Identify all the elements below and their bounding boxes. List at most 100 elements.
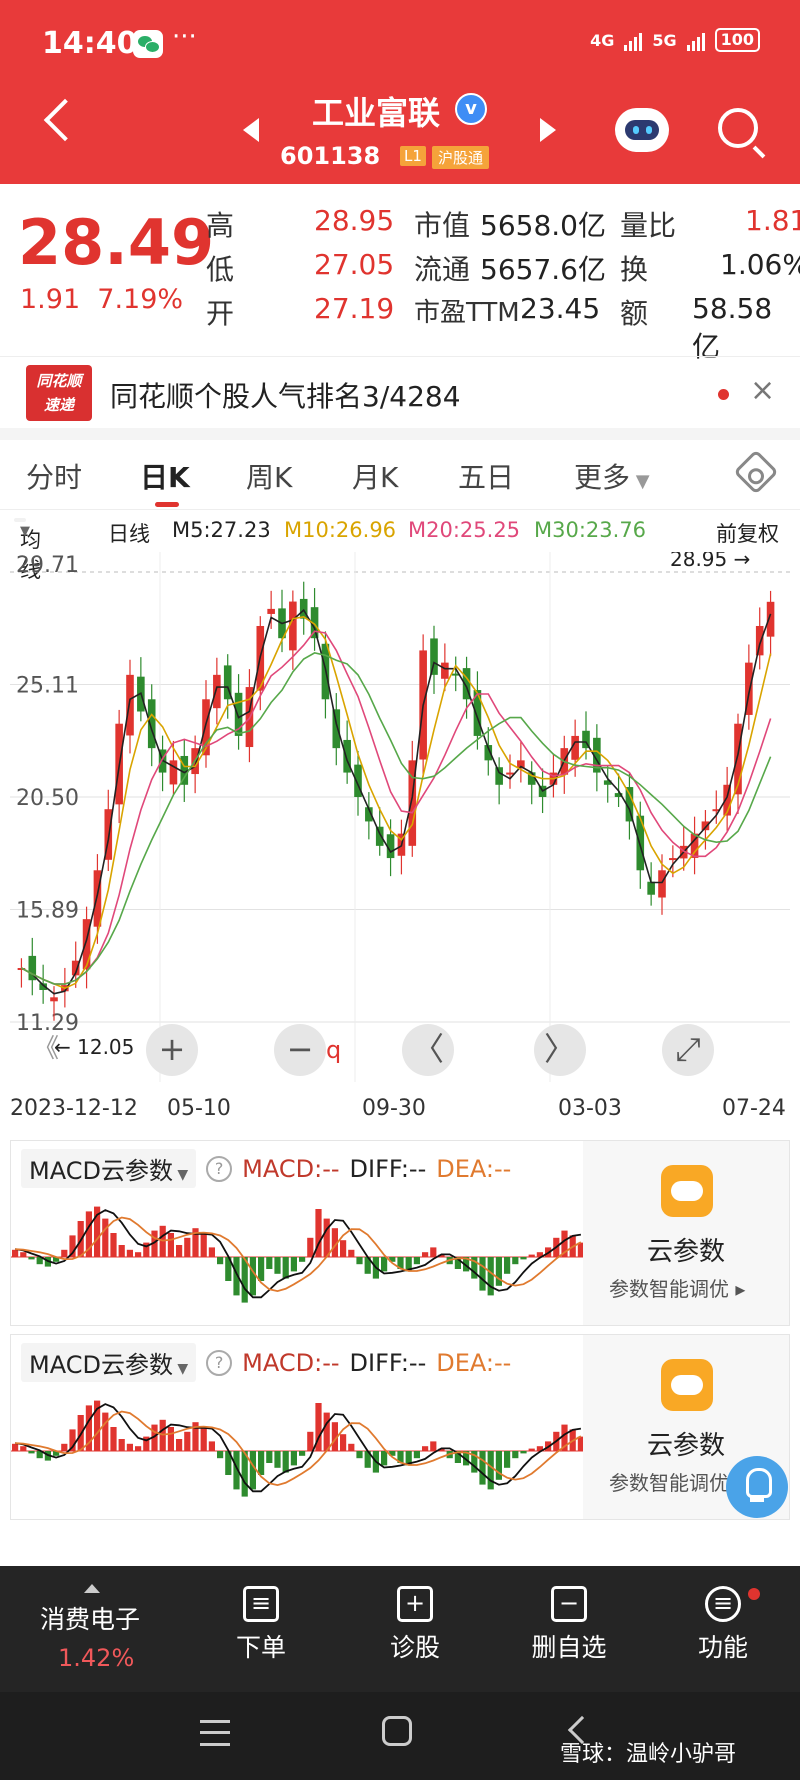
- candle-body: [755, 625, 764, 656]
- macd-bar: [12, 1249, 19, 1257]
- candle-body: [126, 674, 134, 736]
- cloud-param-card[interactable]: 云参数 参数智能调优 ▸: [583, 1141, 789, 1325]
- next-stock-icon[interactable]: [540, 118, 556, 142]
- recent-apps-icon[interactable]: [200, 1720, 230, 1746]
- macd-bar: [135, 1252, 142, 1257]
- scroll-left-icon[interactable]: 《: [32, 1034, 59, 1064]
- macd-bar: [315, 1209, 322, 1257]
- candle-body: [299, 598, 308, 619]
- prev-button[interactable]: 〈: [402, 1024, 454, 1076]
- help-icon[interactable]: ?: [206, 1155, 233, 1182]
- lightbulb-icon[interactable]: [726, 1456, 788, 1518]
- ma10-value: M10:26.96: [284, 518, 397, 542]
- hot-rank-bar[interactable]: 同花顺 速递 同花顺个股人气排名3/4284 ×: [0, 356, 800, 428]
- macd-bar: [151, 1424, 158, 1451]
- macd-bar: [471, 1451, 478, 1473]
- macd-bar: [143, 1436, 150, 1451]
- prev-stock-icon[interactable]: [243, 118, 259, 142]
- macd-select[interactable]: MACD云参数 ▼: [21, 1149, 197, 1188]
- macd-panel-2: MACD云参数 ▼ ? MACD:-- DIFF:-- DEA:-- 云参数 参…: [10, 1334, 790, 1520]
- nav-order[interactable]: ≡ 下单: [226, 1586, 296, 1664]
- macd-chart: [11, 1206, 585, 1303]
- macd-bar: [561, 1424, 568, 1451]
- candle-body: [267, 608, 275, 614]
- macd-bar: [315, 1403, 322, 1451]
- candle-body: [213, 674, 221, 709]
- candle-body: [701, 821, 710, 831]
- candle-body: [234, 692, 243, 736]
- macd-bar: [36, 1451, 43, 1459]
- tab-daily-k[interactable]: 日K: [140, 461, 190, 494]
- pe-value: 23.45: [520, 292, 601, 325]
- tab-five-day[interactable]: 五日: [458, 461, 515, 494]
- high-value: 28.95: [314, 204, 395, 237]
- wechat-icon: [133, 30, 163, 58]
- signal-5g-icon: [686, 29, 705, 51]
- macd-bar: [53, 1451, 60, 1456]
- macd-bar: [364, 1451, 371, 1468]
- indicator-select[interactable]: 均线 ▼: [14, 518, 41, 582]
- macd-bar: [487, 1451, 494, 1490]
- close-icon[interactable]: ×: [750, 373, 776, 408]
- cloud-param-card[interactable]: 云参数 参数智能调优 ▸: [583, 1335, 789, 1519]
- macd-bar: [233, 1257, 240, 1296]
- next-button[interactable]: 〉: [534, 1024, 586, 1076]
- tab-more[interactable]: 更多 ▼: [574, 456, 650, 496]
- adjust-mode[interactable]: 前复权: [716, 522, 779, 546]
- macd-bar: [348, 1443, 355, 1451]
- diff-value: DIFF:--: [349, 1154, 427, 1183]
- nav-diagnose-label: 诊股: [389, 1633, 440, 1662]
- dea-line: [15, 1410, 582, 1487]
- candle-body: [766, 601, 775, 637]
- candle-body: [527, 772, 536, 785]
- tab-monthly-k[interactable]: 月K: [352, 461, 399, 494]
- nav-functions[interactable]: ≡ 功能: [688, 1586, 758, 1664]
- dea-line: [15, 1216, 582, 1293]
- macd-bar: [323, 1218, 330, 1257]
- dropdown-icon: ▼: [20, 524, 30, 539]
- mcap-value: 5658.0亿: [480, 209, 606, 242]
- tab-weekly-k[interactable]: 周K: [246, 461, 293, 494]
- tab-intraday[interactable]: 分时: [26, 461, 83, 494]
- quote-panel: 28.49 1.91 7.19% 高 低 开 28.95 27.05 27.19…: [0, 184, 800, 363]
- date-tick: 07-24: [722, 1096, 786, 1121]
- macd-bar: [12, 1443, 19, 1451]
- kline-chart[interactable]: 29.71 25.11 20.50 15.89 11.29 28.95 → ← 12.05: [10, 552, 790, 1082]
- macd-bar: [233, 1451, 240, 1490]
- nav-remove-watchlist[interactable]: − 删自选: [524, 1586, 614, 1664]
- cloud-subtitle: 参数智能调优 ▸: [609, 1277, 746, 1301]
- zoom-in-button[interactable]: +: [146, 1024, 198, 1076]
- open-value: 27.19: [314, 292, 395, 325]
- macd-bar: [381, 1451, 388, 1466]
- back-arrow-icon[interactable]: [43, 98, 87, 142]
- candle-body: [517, 760, 525, 769]
- search-icon[interactable]: [718, 108, 758, 148]
- dropdown-icon: ▼: [630, 471, 650, 492]
- macd-bar: [471, 1257, 478, 1279]
- stock-code: 601138: [280, 142, 381, 170]
- expand-up-icon[interactable]: [84, 1584, 100, 1593]
- price-tick-label: 11.29: [16, 1011, 79, 1036]
- dropdown-icon: ▼: [172, 1361, 189, 1377]
- fullscreen-button[interactable]: ⤢: [662, 1024, 714, 1076]
- macd-bar: [323, 1412, 330, 1451]
- sector-name[interactable]: 消费电子: [40, 1605, 141, 1634]
- macd-select[interactable]: MACD云参数 ▼: [21, 1343, 197, 1382]
- nav-diagnose[interactable]: + 诊股: [380, 1586, 450, 1664]
- zoom-out-button[interactable]: −: [274, 1024, 326, 1076]
- candle-body: [343, 739, 351, 773]
- macd-bar: [340, 1434, 347, 1451]
- macd-bar: [307, 1237, 314, 1257]
- macd-select-label: MACD云参数: [29, 1157, 173, 1185]
- candle-body: [745, 662, 753, 715]
- robot-assistant-icon[interactable]: [615, 108, 669, 152]
- date-tick: 05-10: [167, 1096, 231, 1121]
- home-icon[interactable]: [382, 1716, 412, 1746]
- help-icon[interactable]: ?: [206, 1349, 233, 1376]
- diff-line: [14, 1209, 582, 1299]
- macd-chart: [11, 1400, 585, 1497]
- macd-bar: [192, 1422, 199, 1451]
- macd-bar: [102, 1218, 109, 1257]
- ma20-line: [21, 630, 772, 985]
- date-tick: 03-03: [558, 1096, 622, 1121]
